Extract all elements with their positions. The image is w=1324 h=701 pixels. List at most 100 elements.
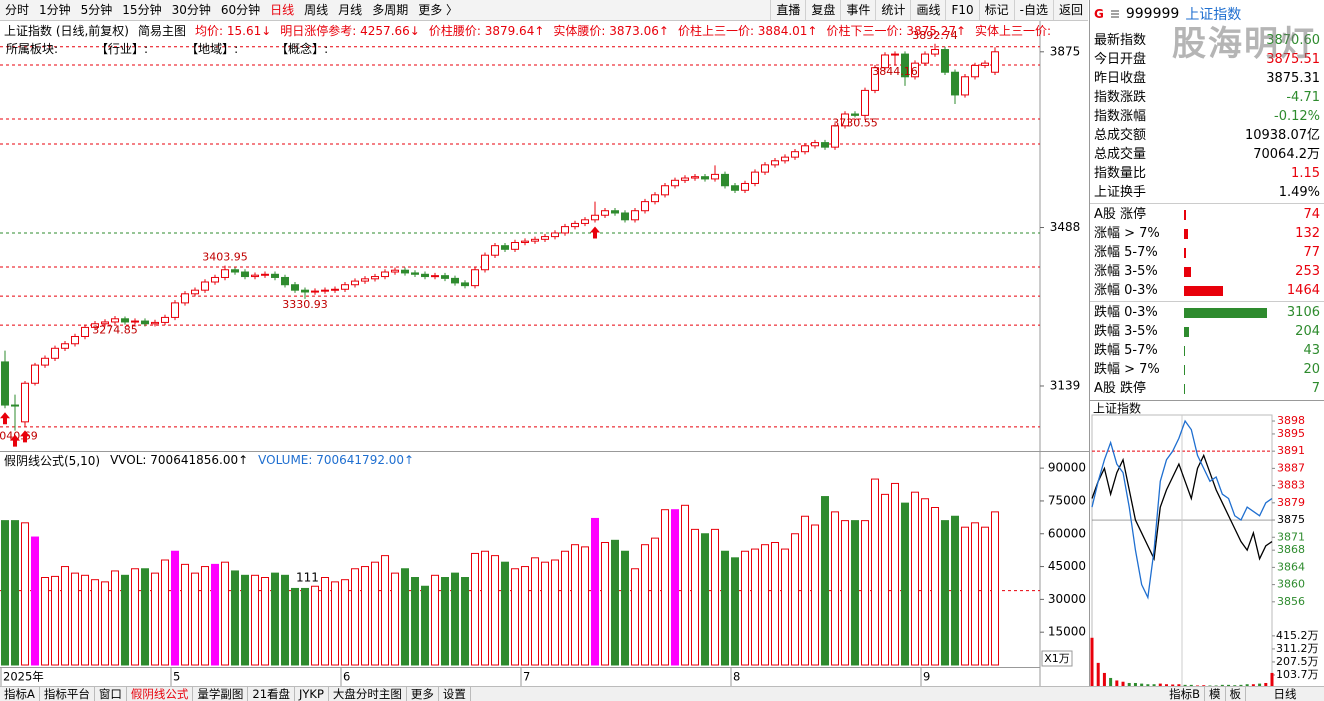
buy-signal <box>0 412 10 425</box>
volume-bar <box>861 520 869 666</box>
intraday-volume-bar <box>1270 672 1274 688</box>
quote-value: 1.15 <box>1291 166 1320 181</box>
volume-bar <box>401 568 409 666</box>
tool-button[interactable]: 标记 <box>978 0 1014 20</box>
volume-bar <box>501 561 509 666</box>
buy-signal <box>20 430 30 443</box>
menu-icon[interactable] <box>1110 9 1120 19</box>
volume-bar <box>521 566 529 666</box>
period-tab[interactable]: 分时 <box>5 3 30 17</box>
indicator-tab[interactable]: 指标A <box>0 687 40 701</box>
indicator-tab[interactable]: 窗口 <box>95 687 127 701</box>
indicator-tab[interactable]: 假阴线公式 <box>127 687 194 701</box>
y-tick-label: 30000 <box>1048 592 1086 606</box>
volume-note: 111 <box>296 571 319 585</box>
candle-body <box>291 284 299 291</box>
indicator-tab[interactable]: 指标平台 <box>40 687 95 701</box>
tool-button[interactable]: 画线 <box>910 0 945 20</box>
volume-bar <box>791 533 799 666</box>
volume-bar <box>691 528 699 666</box>
volume-bar <box>131 568 139 666</box>
breadth-bar <box>1184 210 1186 220</box>
period-tab[interactable]: 更多 〉 <box>418 3 459 17</box>
tool-button[interactable]: -自选 <box>1013 0 1053 20</box>
indicator-tab[interactable]: 21看盘 <box>248 687 296 701</box>
candle-body <box>861 89 869 116</box>
period-tab[interactable]: 月线 <box>338 3 363 17</box>
candle-body <box>671 179 679 187</box>
volume-bar <box>921 498 929 666</box>
volume-bar <box>741 550 749 666</box>
intraday-volume-bar <box>1158 683 1162 688</box>
intraday-line <box>1091 419 1273 600</box>
candle-body <box>501 245 509 250</box>
candle-body <box>811 142 819 147</box>
indicator-tab[interactable]: 设置 <box>439 687 471 701</box>
volume-bar <box>411 577 419 666</box>
breadth-value: 43 <box>1303 343 1320 358</box>
quote-value: 10938.07亿 <box>1244 128 1320 143</box>
tool-button[interactable]: 统计 <box>875 0 910 20</box>
volume-bar <box>611 539 619 666</box>
indicator-tab[interactable]: 量学副图 <box>193 687 249 701</box>
tool-button[interactable]: 直播 <box>770 0 805 20</box>
volume-bar <box>681 504 689 666</box>
period-tab[interactable]: 周线 <box>304 3 329 17</box>
candle-body <box>611 210 619 214</box>
volume-bar <box>171 550 179 666</box>
indicator-tab[interactable]: 更多 <box>407 687 439 701</box>
volume-bar <box>991 511 999 666</box>
indicator: 价柱上三一价: 3884.01↑ <box>677 23 818 38</box>
y-tick-label: 45000 <box>1048 559 1086 573</box>
tool-button[interactable]: 复盘 <box>805 0 840 20</box>
price-annotation: 3892.74 <box>912 29 958 42</box>
candle-body <box>851 113 859 116</box>
tool-button[interactable]: 返回 <box>1052 0 1088 20</box>
period-tab[interactable]: 30分钟 <box>171 3 211 17</box>
tool-button[interactable]: 事件 <box>840 0 875 20</box>
template-tab[interactable]: 指标B <box>1165 687 1205 701</box>
volume-bar <box>461 577 469 666</box>
y-tick-label: 3898 <box>1277 414 1305 427</box>
candle-body <box>991 51 999 73</box>
breadth-bar <box>1184 327 1190 337</box>
template-tab[interactable]: 模 <box>1205 687 1226 701</box>
indicator-tab[interactable]: 大盘分时主图 <box>329 687 407 701</box>
volume-bar <box>431 574 439 666</box>
volume-bar <box>231 570 239 666</box>
indicator-tabs: 指标A 指标平台 窗口 假阴线公式 量学副图 21看盘 JYKP 大盘分时主图 更多 设置 <box>0 687 471 701</box>
y-tick-label: 3488 <box>1050 220 1081 234</box>
candle-body <box>481 254 489 271</box>
candle-body <box>101 321 109 325</box>
volume-bar <box>961 526 969 666</box>
period-tab[interactable]: 5分钟 <box>80 3 113 17</box>
mode[interactable]: 简易主图 <box>138 23 187 38</box>
indicator-tab[interactable]: JYKP <box>295 687 329 701</box>
volume-bar <box>561 550 569 666</box>
volume-bar <box>471 552 479 666</box>
candle-body <box>901 53 909 78</box>
period-label[interactable]: 日线 <box>1273 687 1297 701</box>
candle-body <box>201 281 209 291</box>
period-tab[interactable]: 日线 <box>270 3 295 17</box>
template-tab[interactable]: 板 <box>1226 687 1246 701</box>
volume-bar <box>871 478 879 666</box>
candle-body <box>881 54 889 69</box>
candle-body <box>911 62 919 78</box>
volume-bar <box>361 566 369 666</box>
tool-button[interactable]: F10 <box>945 0 978 20</box>
intraday-volume-bar <box>1133 682 1137 688</box>
breadth-bar <box>1184 346 1186 356</box>
candle-body <box>271 273 279 278</box>
volume-bar <box>91 579 99 666</box>
volume-bar <box>781 548 789 666</box>
candle-body <box>971 64 979 78</box>
buy-signal <box>590 226 600 239</box>
candle-body <box>551 232 559 238</box>
period-tab[interactable]: 60分钟 <box>220 3 261 17</box>
period-tab[interactable]: 1分钟 <box>39 3 71 17</box>
period-tab[interactable]: 多周期 <box>372 3 409 17</box>
breadth-bar <box>1184 248 1187 258</box>
period-tab[interactable]: 15分钟 <box>122 3 162 17</box>
